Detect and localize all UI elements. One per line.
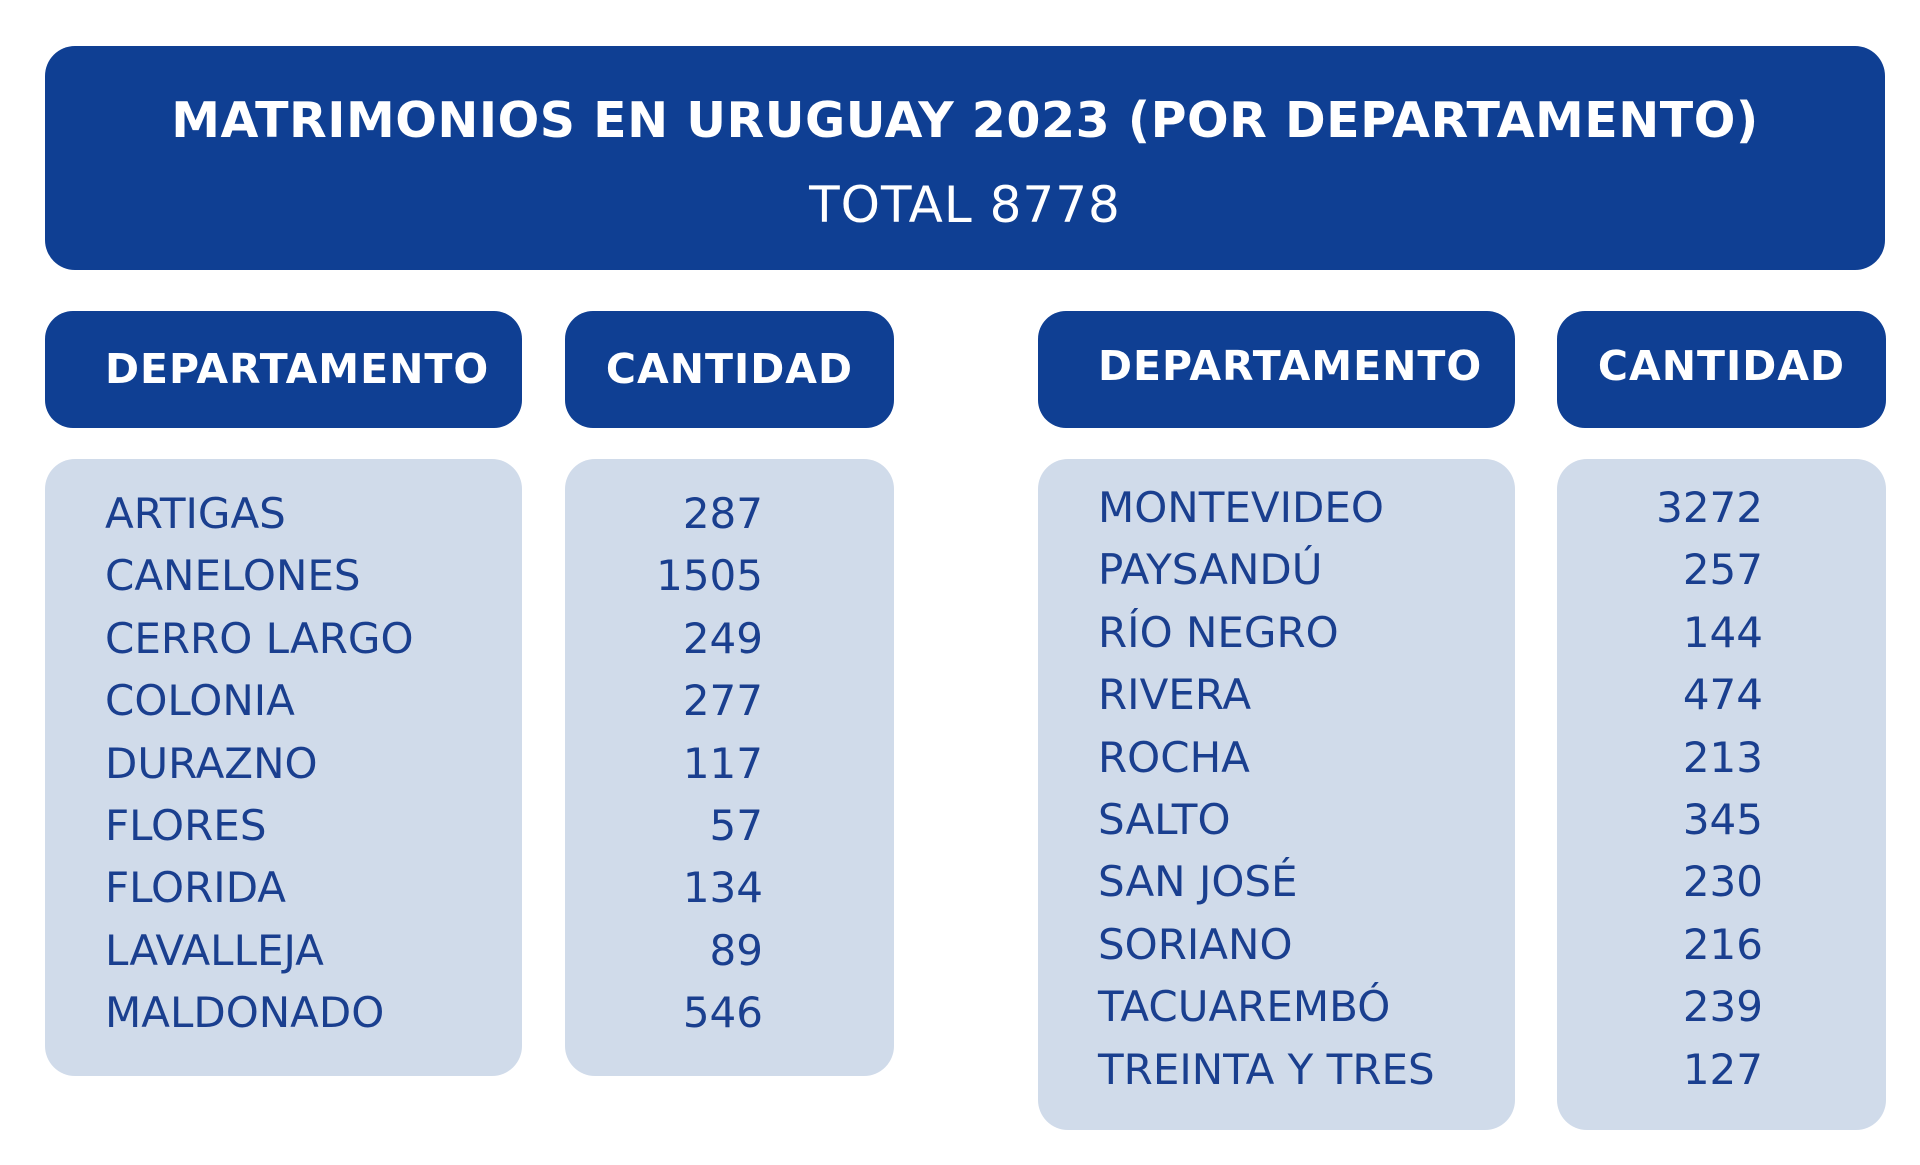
departamento-cell: CERRO LARGO: [105, 613, 414, 663]
cantidad-cell: 127: [1682, 1044, 1763, 1094]
cantidad-cell: 144: [1682, 607, 1763, 657]
departamento-cell: FLORES: [105, 800, 267, 850]
right-departamento-list: MONTEVIDEO PAYSANDÚ RÍO NEGRO RIVERA ROCHA SA…: [1038, 459, 1515, 1130]
cantidad-cell: 249: [682, 613, 763, 663]
cantidad-cell: 474: [1682, 670, 1763, 720]
departamento-cell: TREINTA Y TRES: [1098, 1044, 1435, 1094]
cantidad-cell: 213: [1682, 732, 1763, 782]
departamento-cell: ARTIGAS: [105, 489, 286, 538]
title-banner: MATRIMONIOS EN URUGUAY 2023 (POR DEPARTA…: [45, 46, 1885, 270]
departamento-cell: CANELONES: [105, 551, 361, 601]
right-departamento-header: DEPARTAMENTO: [1038, 311, 1515, 428]
departamento-cell: COLONIA: [105, 676, 295, 726]
departamento-cell: FLORIDA: [105, 863, 287, 913]
departamento-cell: RIVERA: [1098, 670, 1252, 720]
cantidad-cell: 216: [1682, 919, 1763, 969]
departamento-cell: PAYSANDÚ: [1098, 545, 1323, 595]
departamento-cell: ROCHA: [1098, 732, 1250, 782]
cantidad-cell: 3272: [1656, 483, 1763, 532]
total-label: TOTAL 8778: [809, 176, 1121, 234]
departamento-cell: TACUAREMBÓ: [1098, 982, 1391, 1032]
departamento-cell: SALTO: [1098, 794, 1231, 844]
cantidad-cell: 277: [682, 676, 763, 726]
departamento-cell: RÍO NEGRO: [1098, 607, 1339, 657]
departamento-cell: SAN JOSÉ: [1098, 857, 1298, 907]
cantidad-cell: 134: [682, 863, 763, 913]
left-cantidad-list: 287 1505 249 277 117 57 134 89 546: [565, 459, 894, 1076]
left-cantidad-header: CANTIDAD: [565, 311, 894, 428]
departamento-cell: MONTEVIDEO: [1098, 483, 1384, 532]
cantidad-cell: 287: [682, 489, 763, 538]
left-departamento-header: DEPARTAMENTO: [45, 311, 522, 428]
cantidad-cell: 546: [682, 988, 763, 1038]
cantidad-cell: 230: [1682, 857, 1763, 907]
departamento-cell: LAVALLEJA: [105, 925, 324, 975]
page-title: MATRIMONIOS EN URUGUAY 2023 (POR DEPARTA…: [171, 92, 1759, 149]
cantidad-cell: 89: [709, 925, 763, 975]
left-departamento-list: ARTIGAS CANELONES CERRO LARGO COLONIA DURAZN…: [45, 459, 522, 1076]
departamento-cell: SORIANO: [1098, 919, 1293, 969]
cantidad-cell: 345: [1682, 794, 1763, 844]
cantidad-cell: 257: [1682, 545, 1763, 595]
cantidad-cell: 1505: [656, 551, 763, 601]
departamento-cell: DURAZNO: [105, 738, 318, 788]
departamento-cell: MALDONADO: [105, 988, 385, 1038]
right-cantidad-list: 3272 257 144 474 213 345 230 216 239 127: [1557, 459, 1886, 1130]
cantidad-cell: 239: [1682, 982, 1763, 1032]
cantidad-cell: 57: [709, 800, 763, 850]
cantidad-cell: 117: [682, 738, 763, 788]
right-cantidad-header: CANTIDAD: [1557, 311, 1886, 428]
